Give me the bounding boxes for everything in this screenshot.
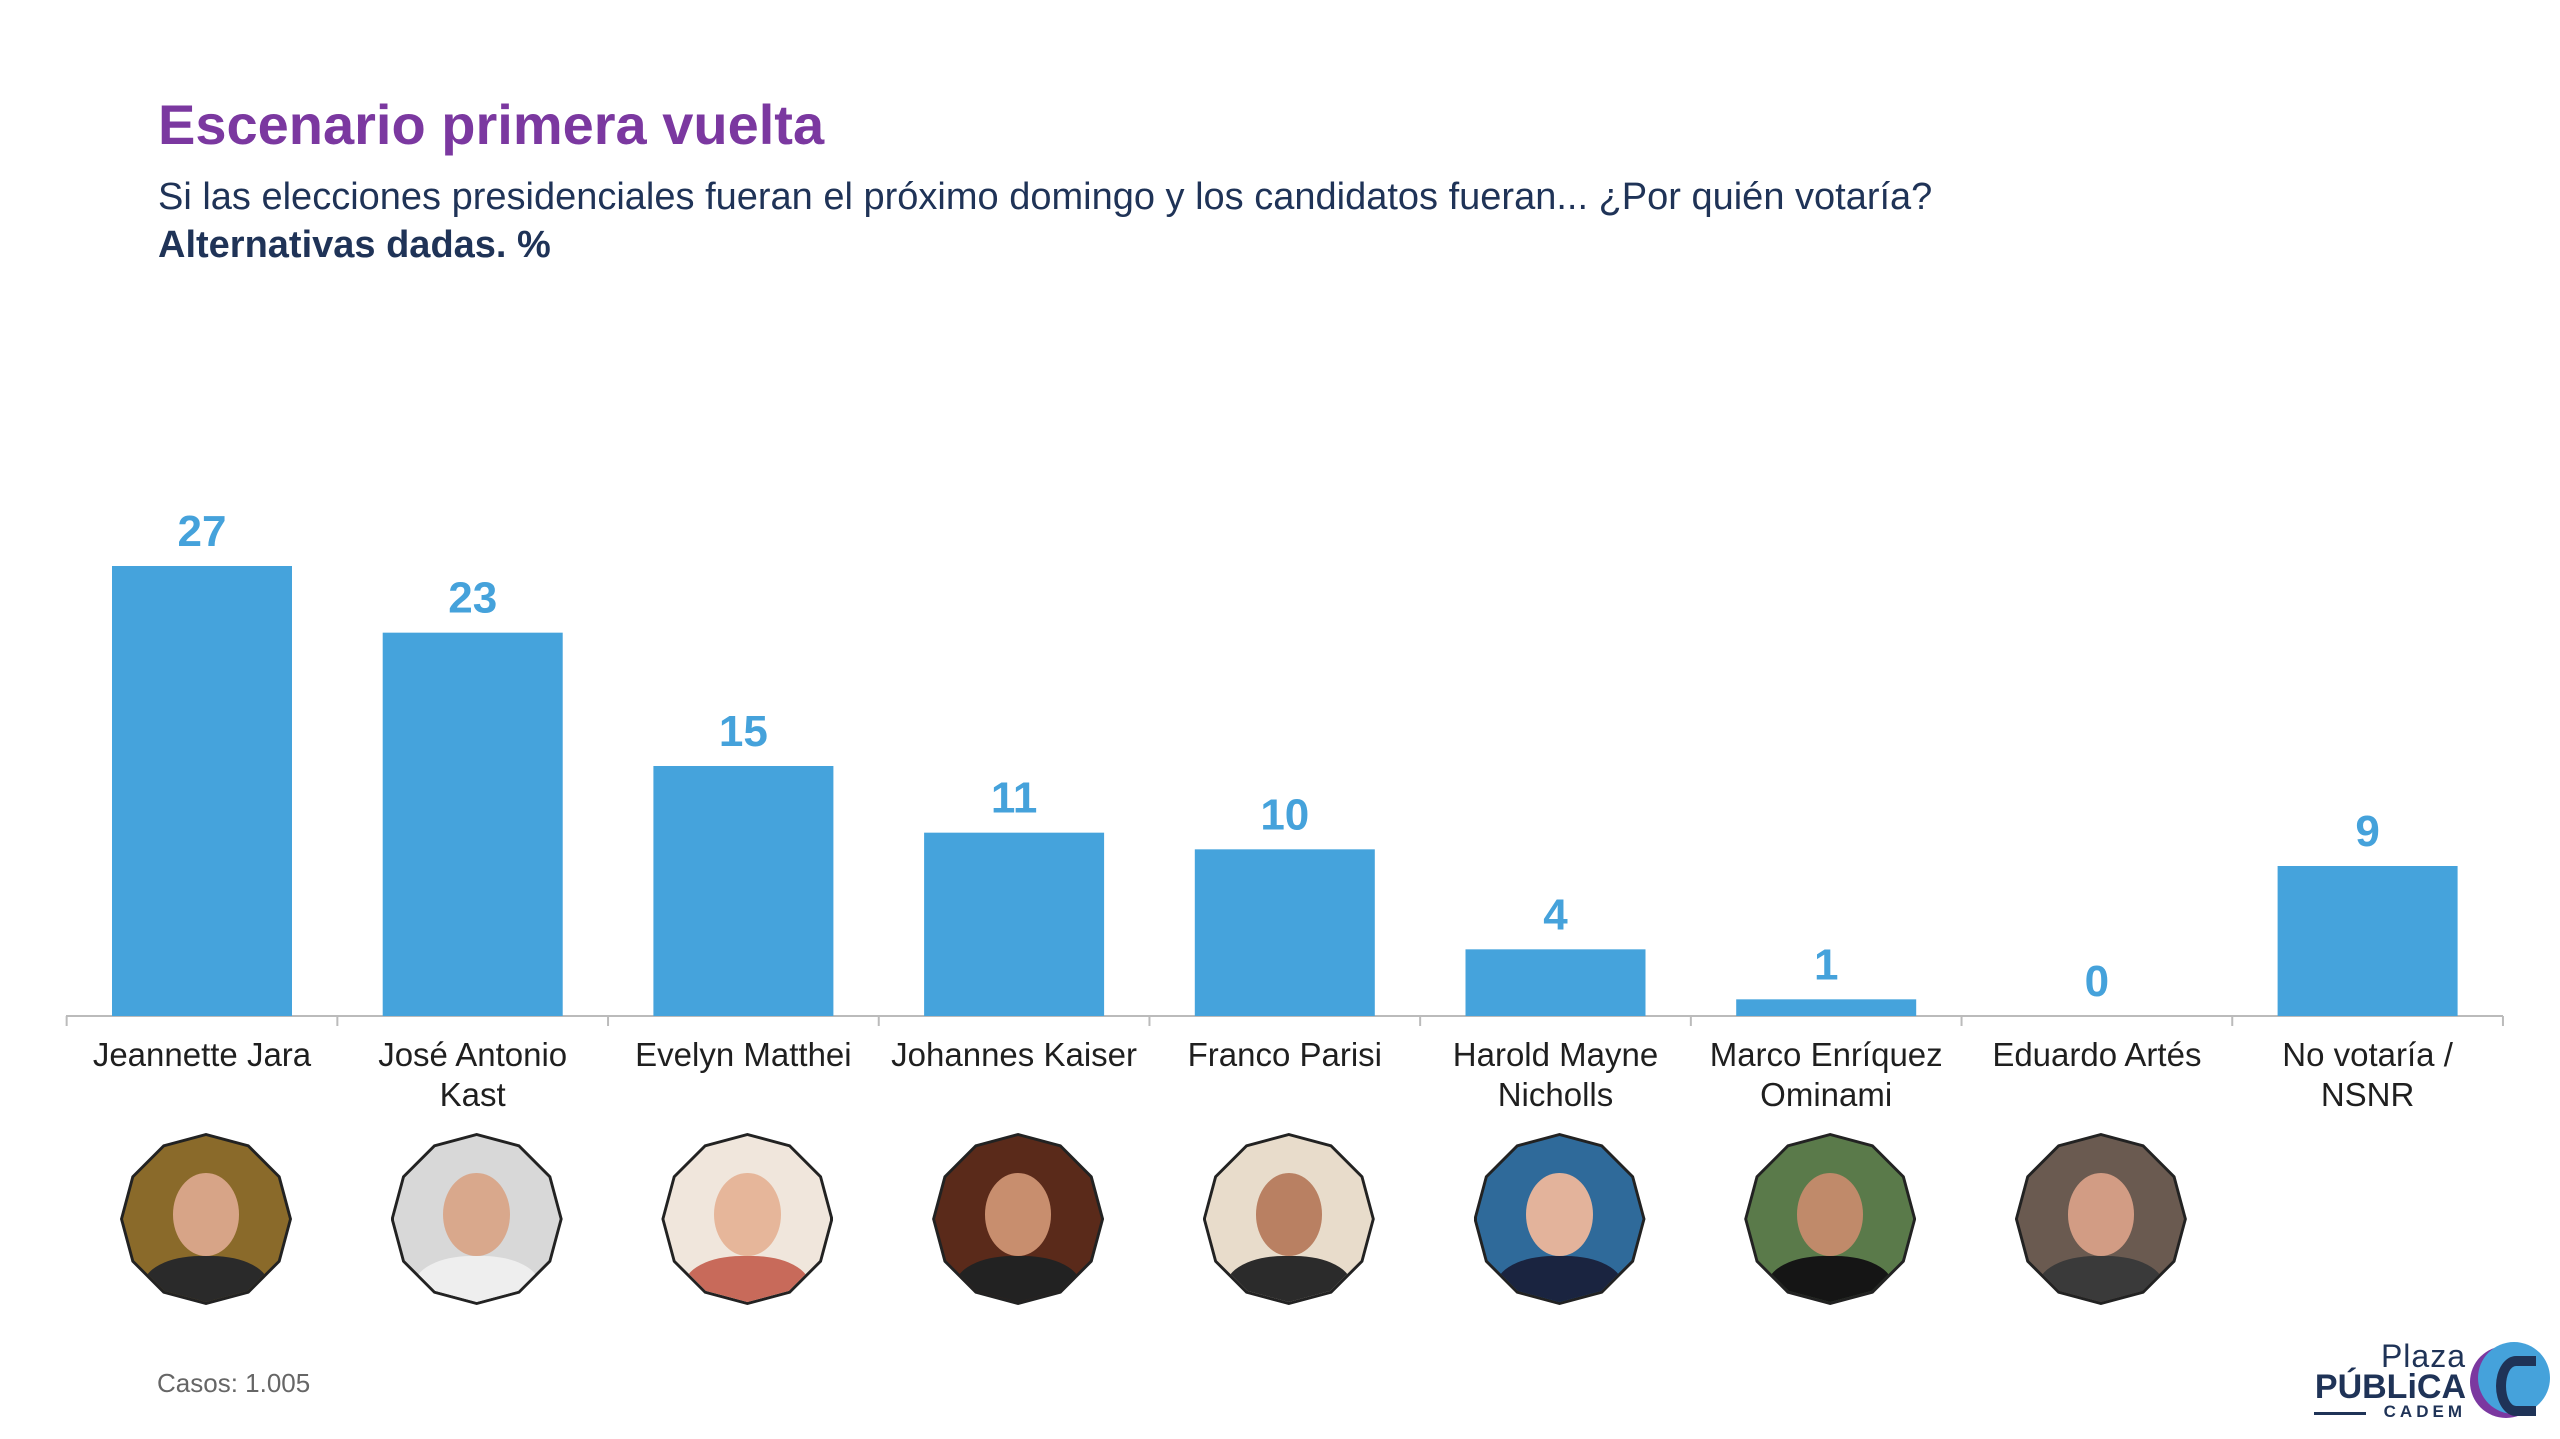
candidate-photo — [1202, 1133, 1375, 1305]
bar — [1194, 849, 1375, 1016]
bar — [1465, 949, 1646, 1016]
category-label: Jeannette Jara — [92, 1036, 312, 1073]
candidate-photo — [2014, 1133, 2187, 1305]
data-label: 9 — [2355, 807, 2379, 856]
bar — [2277, 866, 2458, 1016]
bar — [1736, 999, 1917, 1016]
category-label: Harold Mayne Nicholls — [1452, 1036, 1659, 1113]
data-label: 11 — [991, 774, 1038, 823]
data-label: 23 — [448, 574, 497, 623]
logo-line — [2314, 1412, 2366, 1415]
data-label: 15 — [719, 707, 768, 756]
candidate-photo — [661, 1133, 834, 1305]
chart-subtitle: Si las elecciones presidenciales fueran … — [158, 176, 1933, 218]
logo-text-publica: PÚBLiCA — [2314, 1368, 2466, 1406]
logo-text-cadem: CADEM — [2383, 1402, 2466, 1421]
category-label: Johannes Kaiser — [891, 1036, 1137, 1073]
bar — [924, 832, 1105, 1016]
data-label: 1 — [1814, 940, 1838, 989]
bar — [653, 766, 834, 1016]
category-label: Franco Parisi — [1187, 1036, 1382, 1073]
category-label: No votaría / NSNR — [2282, 1036, 2453, 1113]
bar — [382, 632, 563, 1016]
logo-text-plaza: Plaza — [2380, 1338, 2466, 1374]
category-label: José Antonio Kast — [378, 1036, 568, 1113]
data-label: 0 — [2085, 957, 2109, 1006]
bar — [112, 566, 292, 1016]
data-label: 4 — [1543, 890, 1568, 939]
category-label: Eduardo Artés — [1992, 1036, 2202, 1073]
chart-title: Escenario primera vuelta — [158, 93, 825, 156]
category-label: Marco Enríquez Ominami — [1709, 1036, 1943, 1113]
chart-note: Alternativas dadas. % — [158, 224, 551, 266]
logo-mark-icon — [2478, 1342, 2550, 1416]
data-label: 10 — [1260, 790, 1309, 839]
candidate-photo — [932, 1133, 1105, 1305]
sample-size: Casos: 1.005 — [157, 1368, 311, 1398]
data-label: 27 — [178, 507, 227, 556]
candidate-photo — [390, 1133, 563, 1305]
category-label: Evelyn Matthei — [635, 1036, 852, 1073]
candidate-photo — [120, 1133, 292, 1305]
plaza-publica-cadem-logo: Plaza PÚBLiCA CADEM — [2310, 1338, 2550, 1421]
